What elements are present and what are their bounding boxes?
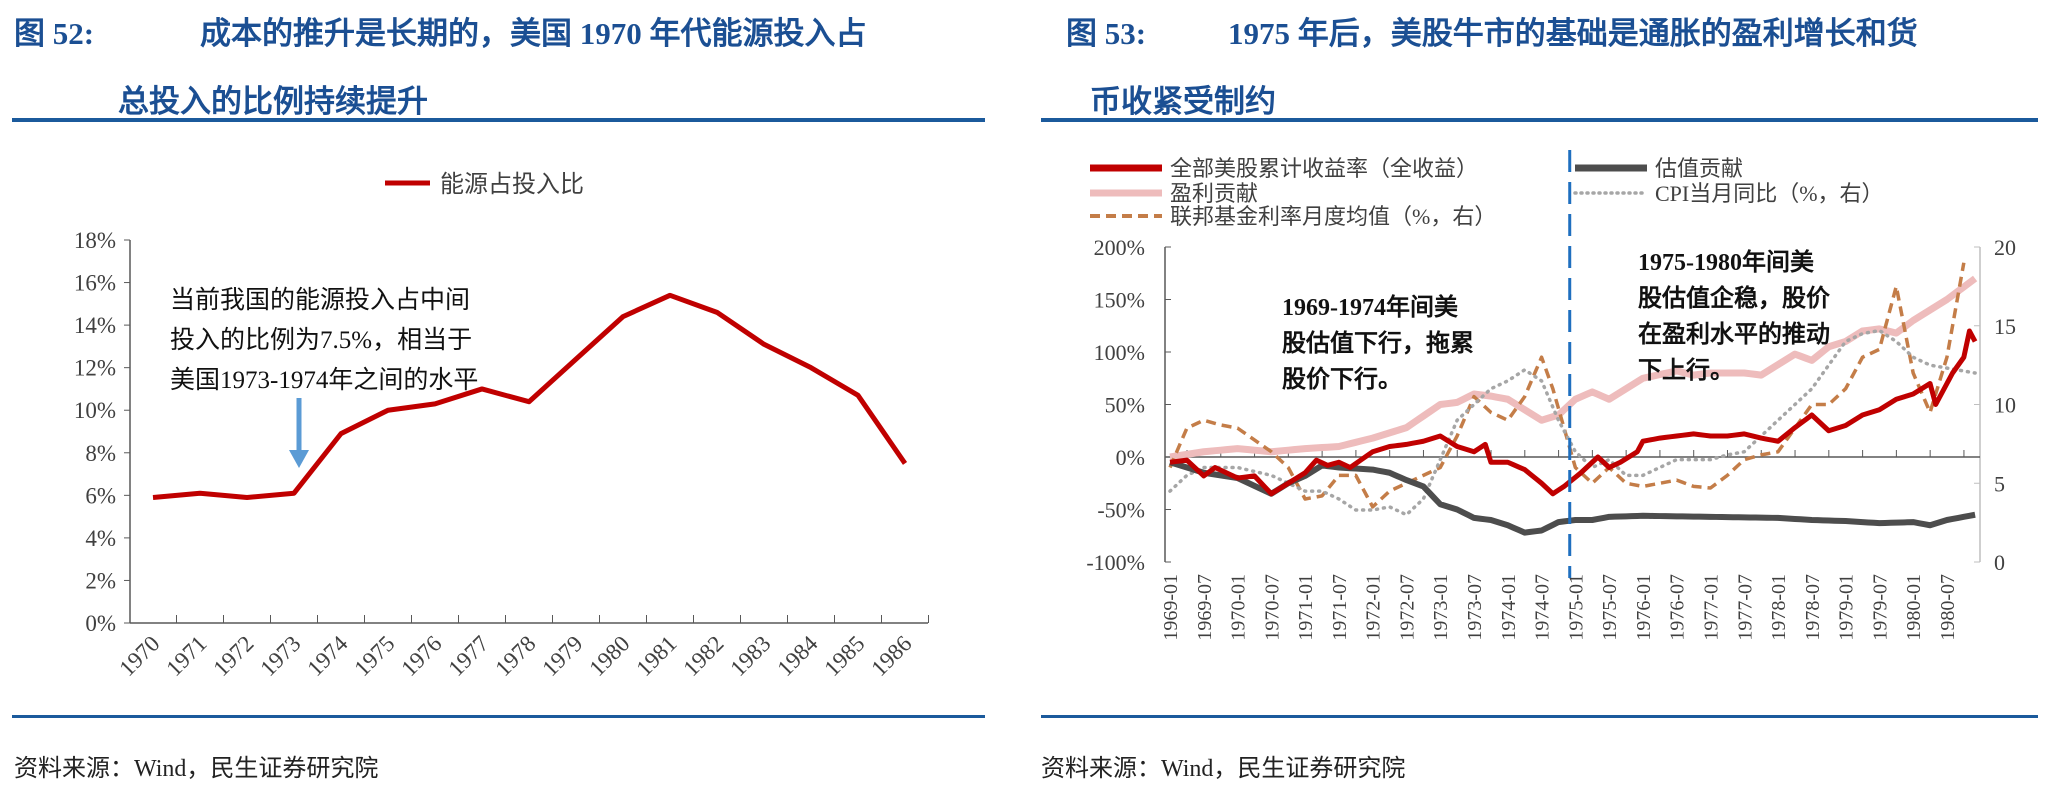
right-left-y-tick-label: -50% bbox=[1097, 498, 1145, 523]
left-y-tick-label: 0% bbox=[85, 611, 116, 636]
right-left-y-tick-label: 200% bbox=[1094, 235, 1145, 260]
left-x-tick-label: 1974 bbox=[302, 631, 353, 682]
right-right-y-tick-label: 15 bbox=[1994, 314, 2016, 339]
right-x-tick-label: 1975-07 bbox=[1599, 574, 1621, 641]
right-title-line2: 币收紧受制约 bbox=[1090, 84, 1276, 119]
right-source: 资料来源：Wind，民生证券研究院 bbox=[1041, 756, 1406, 782]
left-y-tick-label: 18% bbox=[74, 228, 116, 253]
right-bottom-rule bbox=[1041, 715, 2038, 718]
left-legend-label: 能源占投入比 bbox=[440, 171, 584, 198]
right-annotation-left: 1969-1974年间美 bbox=[1282, 293, 1458, 321]
right-x-tick-label: 1977-01 bbox=[1700, 574, 1722, 641]
right-annotation-left: 股价下行。 bbox=[1282, 365, 1402, 393]
right-annotation-right: 1975-1980年间美 bbox=[1638, 248, 1814, 276]
left-x-tick-label: 1976 bbox=[396, 631, 446, 681]
right-x-tick-label: 1973-01 bbox=[1430, 574, 1452, 641]
right-x-tick-label: 1971-01 bbox=[1295, 574, 1317, 641]
left-annotation-text: 美国1973-1974年之间的水平 bbox=[170, 366, 478, 394]
left-x-tick-label: 1972 bbox=[208, 631, 258, 681]
right-x-tick-label: 1979-01 bbox=[1836, 574, 1858, 641]
right-right-y-tick-label: 20 bbox=[1994, 235, 2016, 260]
left-x-tick-label: 1970 bbox=[114, 631, 164, 681]
right-annotation-right: 在盈利水平的推动 bbox=[1638, 320, 1830, 348]
right-left-y-tick-label: 50% bbox=[1105, 393, 1145, 418]
left-annotation-text: 投入的比例为7.5%，相当于 bbox=[170, 326, 472, 354]
right-x-tick-label: 1972-01 bbox=[1363, 574, 1385, 641]
right-title-line1: 1975 年后，美股牛市的基础是通胀的盈利增长和货 bbox=[1228, 16, 1918, 51]
left-y-tick-label: 16% bbox=[74, 271, 116, 296]
left-x-tick-label: 1982 bbox=[678, 631, 728, 681]
right-left-y-tick-label: 100% bbox=[1094, 340, 1145, 365]
left-x-tick-label: 1980 bbox=[584, 631, 634, 681]
right-title-rule bbox=[1041, 118, 2038, 122]
right-x-tick-label: 1977-07 bbox=[1734, 574, 1756, 641]
left-annotation-text: 当前我国的能源投入占中间 bbox=[170, 286, 470, 314]
right-x-tick-label: 1976-07 bbox=[1667, 574, 1689, 641]
left-x-tick-label: 1971 bbox=[161, 631, 211, 681]
right-annotation-right: 下上行。 bbox=[1638, 356, 1734, 384]
right-x-tick-label: 1974-01 bbox=[1498, 574, 1520, 641]
left-x-tick-label: 1978 bbox=[490, 631, 540, 681]
right-right-y-tick-label: 10 bbox=[1994, 393, 2016, 418]
right-legend-label: CPI当月同比（%，右） bbox=[1655, 181, 1884, 206]
right-legend-label: 全部美股累计收益率（全收益） bbox=[1170, 156, 1478, 181]
right-right-y-tick-label: 5 bbox=[1994, 471, 2005, 496]
right-x-tick-label: 1970-01 bbox=[1228, 574, 1250, 641]
right-series-line-2 bbox=[1169, 275, 1978, 461]
left-title-line2: 总投入的比例持续提升 bbox=[118, 84, 428, 119]
left-title-prefix: 图 52: bbox=[14, 16, 95, 51]
right-x-tick-label: 1971-07 bbox=[1329, 574, 1351, 641]
right-annotation-right: 股估值企稳，股价 bbox=[1638, 284, 1831, 312]
left-y-tick-label: 6% bbox=[85, 483, 116, 508]
left-y-tick-label: 2% bbox=[85, 568, 116, 593]
left-title-rule bbox=[12, 118, 985, 122]
right-x-tick-label: 1975-01 bbox=[1565, 574, 1587, 641]
left-x-tick-label: 1979 bbox=[537, 631, 587, 681]
left-x-tick-label: 1985 bbox=[819, 631, 869, 681]
right-series-line-0 bbox=[1169, 328, 1978, 497]
right-annotation-left: 股估值下行，拖累 bbox=[1282, 329, 1474, 357]
right-left-y-tick-label: 150% bbox=[1094, 288, 1145, 313]
right-title-prefix: 图 53: bbox=[1066, 16, 1147, 51]
right-x-tick-label: 1979-07 bbox=[1869, 574, 1891, 641]
left-y-tick-label: 4% bbox=[85, 526, 116, 551]
right-x-tick-label: 1969-07 bbox=[1194, 574, 1216, 641]
right-left-y-tick-label: 0% bbox=[1116, 445, 1145, 470]
right-x-tick-label: 1969-01 bbox=[1160, 574, 1182, 641]
right-left-y-tick-label: -100% bbox=[1086, 550, 1145, 575]
left-x-tick-label: 1983 bbox=[725, 631, 775, 681]
right-x-tick-label: 1978-07 bbox=[1802, 574, 1824, 641]
left-source: 资料来源：Wind，民生证券研究院 bbox=[14, 756, 379, 782]
left-y-tick-label: 12% bbox=[74, 356, 116, 381]
left-x-tick-label: 1973 bbox=[255, 631, 305, 681]
right-x-tick-label: 1976-01 bbox=[1633, 574, 1655, 641]
right-x-tick-label: 1974-07 bbox=[1532, 574, 1554, 641]
left-x-tick-label: 1977 bbox=[443, 631, 493, 681]
left-x-tick-label: 1984 bbox=[772, 631, 823, 682]
left-series-line bbox=[152, 292, 908, 500]
left-bottom-rule bbox=[12, 715, 985, 718]
left-arrow-head bbox=[289, 450, 309, 468]
left-y-tick-label: 8% bbox=[85, 441, 116, 466]
right-legend-label: 盈利贡献 bbox=[1170, 181, 1258, 206]
left-y-tick-label: 10% bbox=[74, 398, 116, 423]
right-x-tick-label: 1980-07 bbox=[1937, 574, 1959, 641]
right-x-tick-label: 1970-07 bbox=[1261, 574, 1283, 641]
right-legend-label: 估值贡献 bbox=[1655, 156, 1743, 181]
right-right-y-tick-label: 0 bbox=[1994, 550, 2005, 575]
right-series-line-3 bbox=[1168, 328, 1977, 517]
right-legend-label: 联邦基金利率月度均值（%，右） bbox=[1170, 204, 1496, 229]
right-x-tick-label: 1973-07 bbox=[1464, 574, 1486, 641]
left-title-line1: 成本的推升是长期的，美国 1970 年代能源投入占 bbox=[200, 16, 867, 51]
left-x-tick-label: 1981 bbox=[631, 631, 681, 681]
left-y-tick-label: 14% bbox=[74, 313, 116, 338]
right-series-line-1 bbox=[1169, 459, 1976, 536]
left-x-tick-label: 1975 bbox=[349, 631, 399, 681]
right-x-tick-label: 1972-07 bbox=[1396, 574, 1418, 641]
right-x-tick-label: 1978-01 bbox=[1768, 574, 1790, 641]
left-x-tick-label: 1986 bbox=[866, 631, 916, 681]
right-x-tick-label: 1980-01 bbox=[1903, 574, 1925, 641]
